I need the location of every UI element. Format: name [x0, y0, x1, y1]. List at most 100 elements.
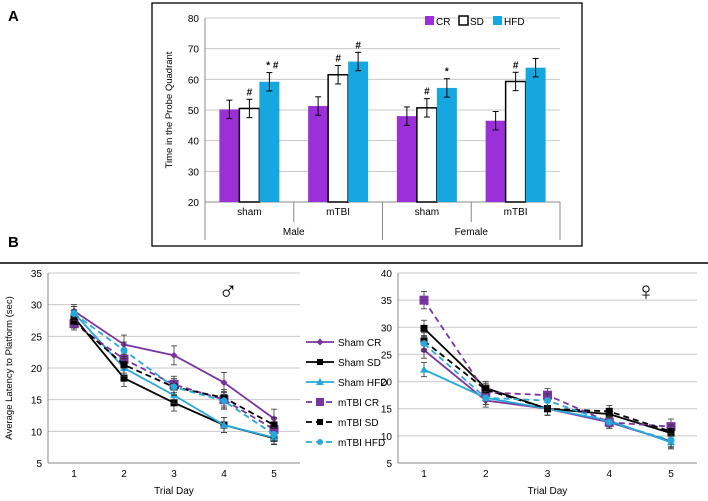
- sex-label: Male: [283, 227, 305, 238]
- bar-cr: [219, 109, 240, 202]
- y-tick-label: 40: [381, 269, 393, 280]
- legend-swatch-cr: [425, 16, 434, 25]
- legend-label: mTBI CR: [338, 398, 379, 409]
- group-label: sham: [237, 207, 261, 218]
- y-tick-label: 40: [188, 137, 200, 148]
- y-tick-label: 50: [188, 106, 200, 117]
- series-sham-hfd: [70, 306, 278, 445]
- data-point: [170, 351, 178, 359]
- data-point: [544, 405, 551, 413]
- y-tick-label: 70: [188, 45, 200, 56]
- x-axis-title: Trial Day: [154, 486, 194, 497]
- legend-label: Sham HFD: [338, 378, 387, 389]
- y-tick-label: 30: [31, 301, 43, 312]
- significance-mark: #: [513, 60, 519, 71]
- data-point: [220, 421, 228, 428]
- significance-mark: #: [424, 87, 430, 98]
- panel-a-label: A: [8, 8, 19, 25]
- legend-label-cr: CR: [436, 17, 450, 28]
- legend-marker: [316, 398, 324, 406]
- y-tick-label: 30: [381, 323, 393, 334]
- y-tick-label: 5: [386, 459, 392, 470]
- data-point: [605, 418, 613, 426]
- y-tick-label: 25: [31, 332, 43, 343]
- data-point: [70, 317, 78, 325]
- series-mtbi-cr: [69, 316, 279, 438]
- series-mtbi-hfd: [420, 335, 675, 448]
- data-point: [270, 431, 278, 438]
- x-tick-label: 4: [606, 469, 612, 480]
- data-point: [220, 379, 228, 387]
- y-tick-label: 35: [381, 296, 393, 307]
- y-tick-label: 60: [188, 75, 200, 86]
- data-point: [667, 436, 675, 444]
- data-point: [270, 421, 278, 429]
- group-label: mTBI: [326, 207, 350, 218]
- chart-a-frame: [151, 2, 583, 247]
- series-mtbi-hfd: [70, 306, 278, 442]
- group-label: mTBI: [504, 207, 528, 218]
- significance-mark: #: [355, 40, 361, 51]
- data-point: [420, 365, 428, 373]
- y-tick-label: 20: [188, 198, 200, 209]
- data-point: [482, 394, 490, 402]
- data-point: [420, 324, 428, 332]
- y-tick-label: 80: [188, 14, 200, 25]
- x-tick-label: 2: [483, 469, 489, 480]
- legend-label-hfd: HFD: [504, 17, 525, 28]
- y-tick-label: 20: [31, 364, 43, 375]
- legend-swatch-sd: [458, 15, 469, 26]
- y-tick-label: 35: [31, 269, 43, 280]
- male-symbol: ♂: [218, 276, 238, 306]
- y-axis-title: Average Latency to Platform (sec): [4, 296, 15, 439]
- bar-hfd: [436, 87, 457, 202]
- data-point: [419, 295, 429, 305]
- legend-marker: [316, 378, 324, 385]
- sex-label: Female: [455, 227, 489, 238]
- y-axis-title: Time in the Probe Quadrant: [164, 51, 175, 168]
- y-tick-label: 10: [31, 427, 43, 438]
- bar-chart-probe-quadrant: 20 30 40 50 60 70 80 Time in the Probe Quadrant…: [151, 2, 583, 247]
- y-tick-label: 10: [381, 432, 393, 443]
- y-tick-label: 5: [36, 459, 42, 470]
- x-tick-label: 1: [71, 469, 77, 480]
- group-label: sham: [415, 207, 439, 218]
- significance-mark: #: [335, 54, 341, 65]
- data-point: [482, 386, 490, 394]
- data-point: [120, 361, 128, 369]
- data-point: [120, 346, 128, 354]
- legend-marker: [317, 419, 323, 425]
- bar-hfd: [525, 67, 546, 203]
- x-tick-label: 5: [668, 469, 674, 480]
- bar-cr: [396, 116, 417, 202]
- x-tick-label: 1: [421, 469, 427, 480]
- data-point: [605, 407, 613, 415]
- data-point: [220, 397, 228, 405]
- y-tick-label: 15: [31, 396, 43, 407]
- bar-cr: [308, 106, 329, 202]
- legend-swatch-hfd: [493, 16, 502, 25]
- series-sham-sd: [420, 319, 675, 441]
- series-mtbi-sd: [70, 313, 278, 434]
- bar-hfd: [259, 81, 280, 202]
- legend-marker: [316, 338, 324, 346]
- data-point: [170, 383, 178, 391]
- y-tick-label: 30: [188, 167, 200, 178]
- x-tick-label: 4: [221, 469, 227, 480]
- legend-marker: [317, 359, 323, 365]
- data-point: [667, 428, 675, 436]
- x-tick-label: 2: [121, 469, 127, 480]
- x-axis-title: Trial Day: [528, 486, 568, 497]
- bar-cr: [485, 120, 506, 202]
- legend-label: mTBI SD: [338, 418, 379, 429]
- legend-label: mTBI HFD: [338, 438, 385, 449]
- significance-mark: #: [247, 87, 253, 98]
- bar-hfd: [348, 61, 369, 203]
- female-symbol: ♀: [636, 276, 656, 306]
- significance-mark: *: [445, 67, 449, 78]
- data-point: [544, 397, 551, 405]
- y-tick-label: 15: [381, 405, 393, 416]
- x-tick-label: 5: [271, 469, 277, 480]
- legend-label-sd: SD: [470, 17, 484, 28]
